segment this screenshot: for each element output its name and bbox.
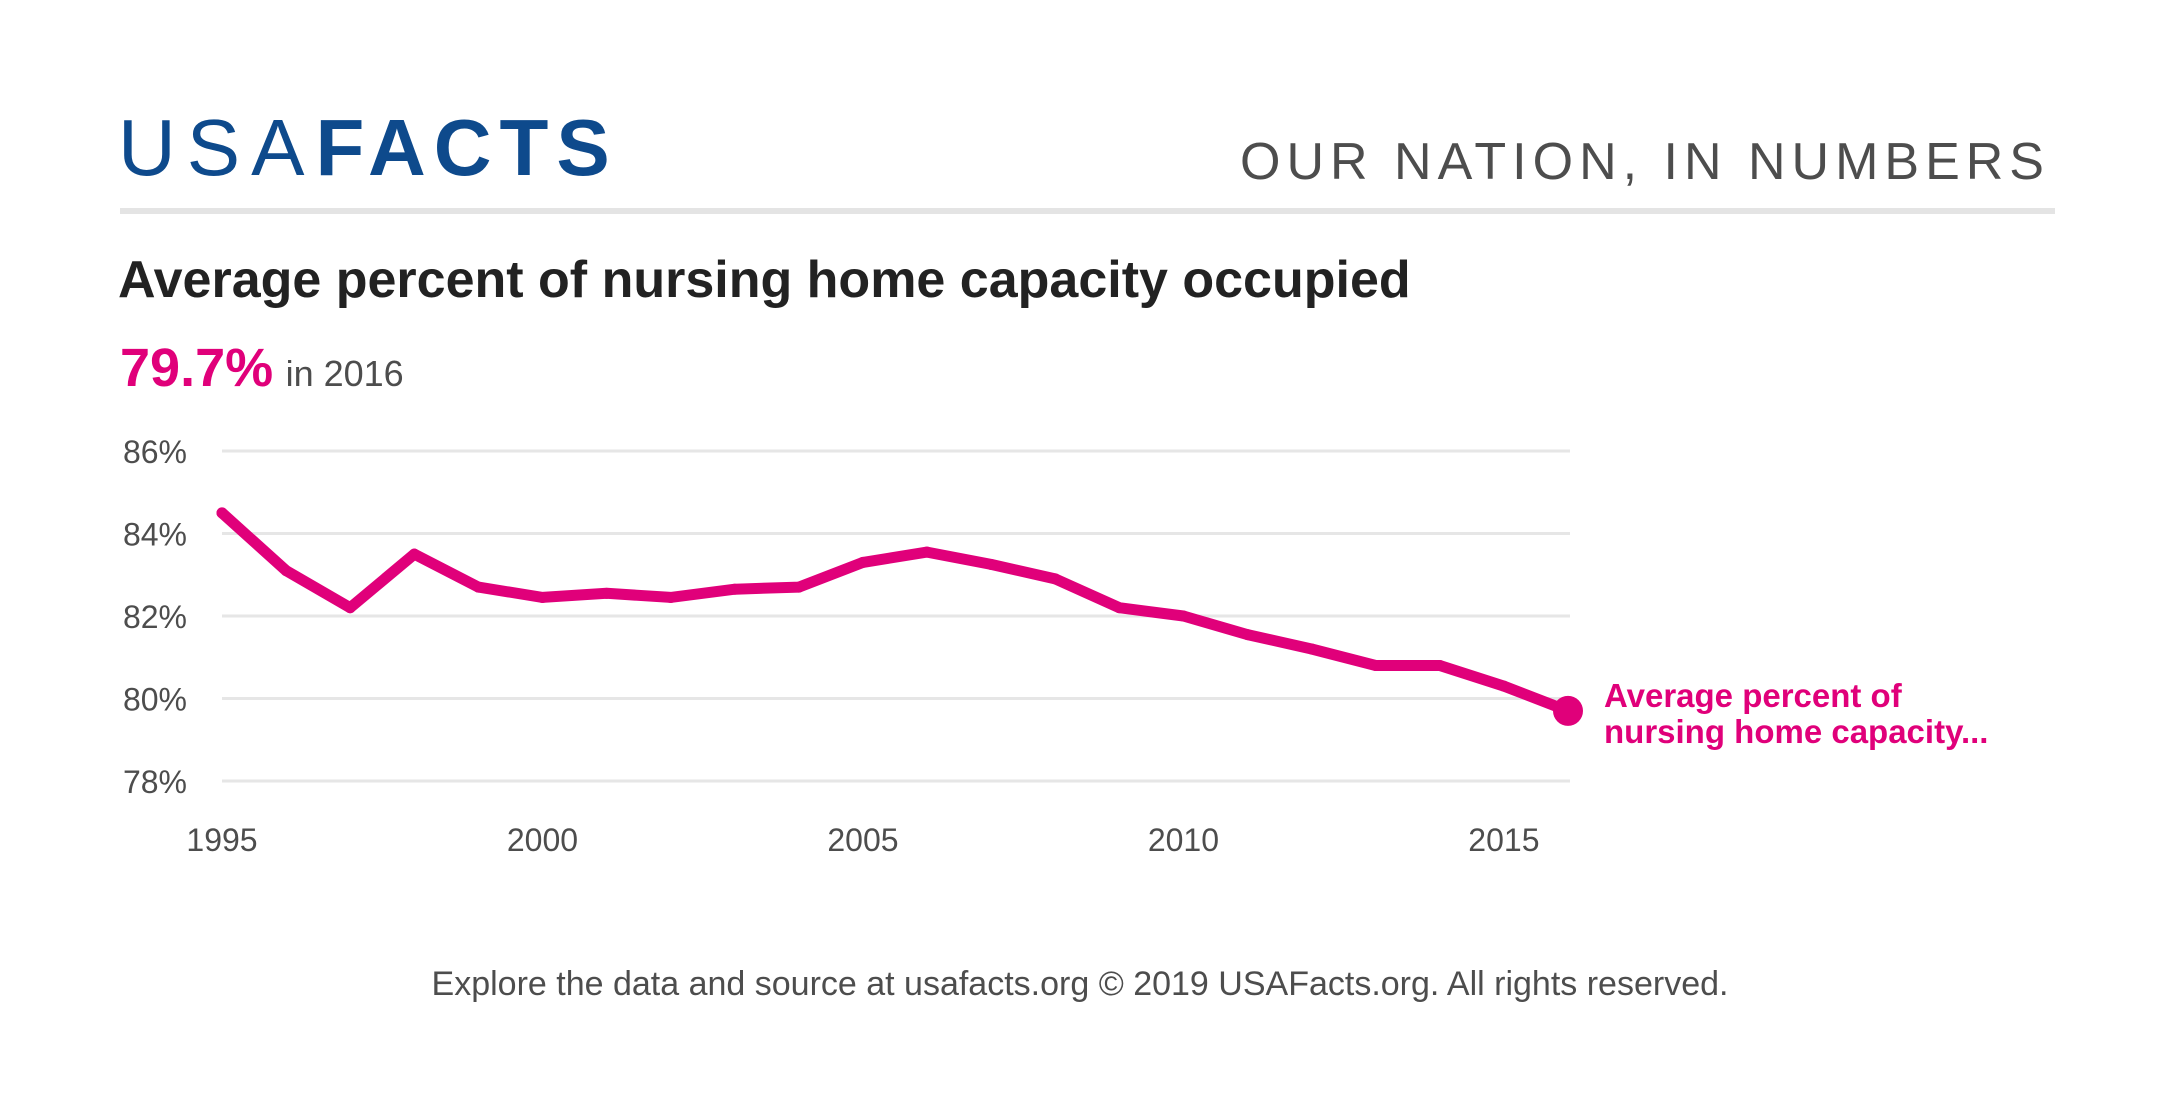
series-label: Average percent of nursing home capacity.… [1604,677,1988,750]
data-point [1306,643,1318,655]
logo-text-usa: USA [118,103,316,192]
x-tick-label: 2015 [1468,822,1539,858]
y-tick-label: 86% [123,434,187,470]
x-tick-label: 2010 [1148,822,1219,858]
tagline: OUR NATION, IN NUMBERS [1240,133,2050,191]
data-point [472,581,484,593]
x-axis-tick-labels: 1995 2000 2005 2010 2015 [186,822,1539,858]
data-point [280,565,292,577]
x-tick-label: 2005 [827,822,898,858]
data-point [344,602,356,614]
y-axis-tick-labels: 78% 80% 82% 84% 86% [123,434,187,800]
data-point [793,581,805,593]
series-layer [216,507,1583,726]
data-point [1370,660,1382,671]
grid-lines [222,449,1570,783]
data-point [1113,602,1125,614]
data-point [1434,660,1446,671]
y-tick-label: 80% [123,682,187,718]
y-tick-label: 78% [123,764,187,800]
data-point [665,591,677,603]
data-point [921,546,933,558]
y-tick-label: 84% [123,517,187,553]
data-point [601,587,613,599]
series-end-point [1553,695,1583,726]
logo-text-facts: FACTS [315,103,618,192]
data-point [1049,573,1061,585]
highlight-year-text: in 2016 [285,353,404,394]
highlight-stat: 79.7% in 2016 [120,336,404,414]
data-point [536,591,548,603]
series-label-line: nursing home capacity... [1604,713,1988,750]
data-point [1242,629,1254,641]
chart-title: Average percent of nursing home capacity… [118,251,1411,309]
x-tick-label: 2000 [507,822,578,858]
usafacts-logo[interactable]: USA FACTS [118,108,618,188]
footer-source-text: Explore the data and source at usafacts.… [431,965,1729,1003]
data-point [857,556,869,568]
series-label-line: Average percent of [1604,677,1903,714]
series-label-layer: Average percent of nursing home capacity.… [1604,677,1988,750]
data-point [729,583,741,595]
header-divider [120,208,2055,214]
data-point [1177,610,1189,622]
x-tick-label: 1995 [186,822,257,858]
data-point [408,548,420,560]
data-point [1498,680,1510,692]
y-tick-label: 82% [123,599,187,635]
data-point [985,558,997,570]
highlight-value: 79.7% [120,338,274,398]
data-point [216,507,228,519]
series-line [216,507,1574,717]
